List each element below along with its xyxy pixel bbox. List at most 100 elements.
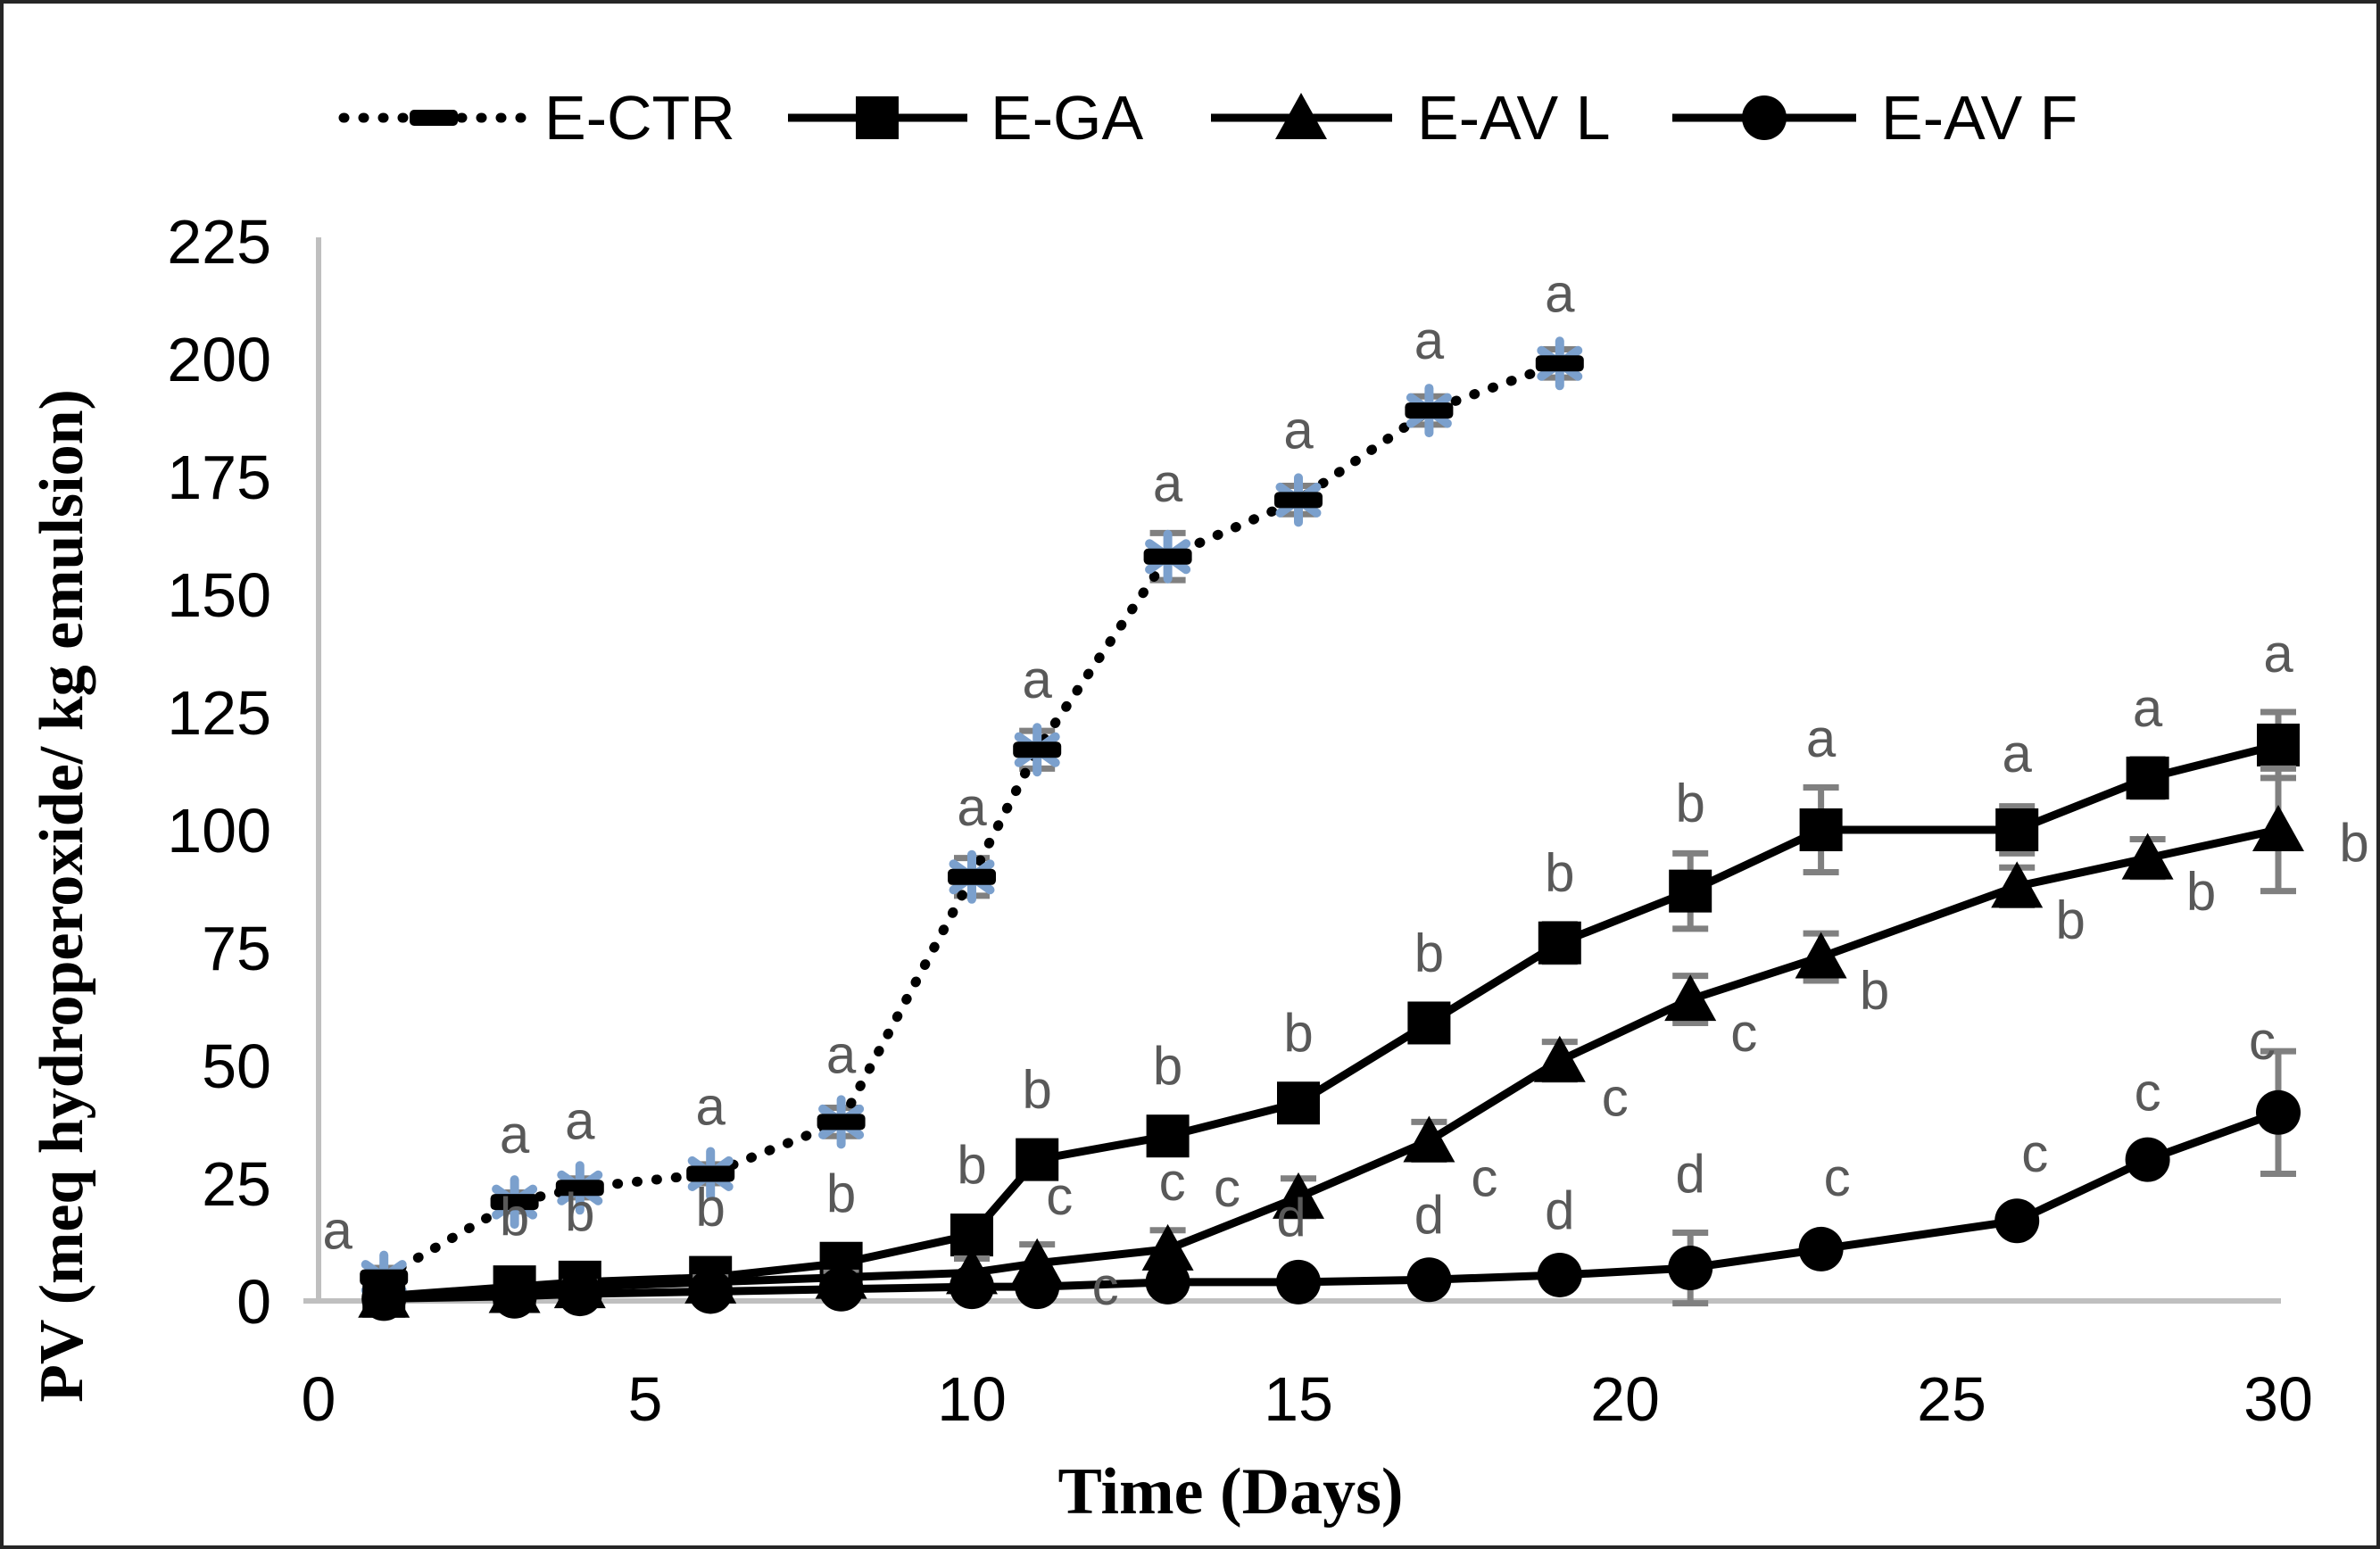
sig-letter: a: [2133, 678, 2163, 738]
legend-item-e-ctr: E-CTR: [338, 83, 735, 153]
sig-letter: a: [957, 777, 987, 837]
y-tick-label: 75: [202, 914, 271, 983]
triangle-marker: [1141, 1223, 1194, 1271]
sig-letter: a: [826, 1024, 857, 1084]
sig-letter: b: [2186, 862, 2216, 922]
x-tick-label: 20: [1590, 1364, 1660, 1434]
dash-marker: [555, 1180, 604, 1197]
y-tick-label: 150: [167, 560, 271, 630]
triangle-marker: [1664, 974, 1717, 1022]
x-tick-label: 25: [1917, 1364, 1986, 1434]
square-marker: [1538, 921, 1581, 965]
legend-item-e-ga: E-GA: [788, 83, 1143, 153]
square-marker: [856, 96, 899, 139]
triangle-marker: [2252, 805, 2304, 851]
triangle-marker: [1795, 932, 1847, 979]
sig-letter: b: [1023, 1060, 1052, 1120]
circle-marker: [1015, 1264, 1060, 1310]
circle-marker: [818, 1266, 864, 1312]
circle-marker: [1798, 1226, 1844, 1272]
triangle-marker: [2121, 832, 2174, 880]
y-tick-label: 100: [167, 796, 271, 866]
y-tick-label: 225: [167, 207, 271, 277]
square-marker: [2257, 723, 2300, 766]
sig-letter: c: [1602, 1068, 1629, 1128]
dash-marker: [1143, 548, 1192, 565]
circle-marker: [2256, 1089, 2301, 1135]
legend-label: E-GA: [991, 83, 1143, 153]
y-tick-label: 200: [167, 325, 271, 394]
sig-letter: c: [1730, 1003, 1757, 1063]
series-line: [384, 1108, 2280, 1303]
sig-letter: a: [2003, 724, 2033, 783]
legend: E-CTR E-GA E-AV L E-AV F: [338, 83, 2077, 153]
sig-letters: c c c c c c b b b b: [1046, 813, 2368, 1226]
sig-letter: a: [1023, 650, 1053, 709]
sig-letter: b: [1545, 843, 1574, 903]
series-line: [383, 741, 2280, 1301]
sig-letter: d: [1414, 1185, 1444, 1245]
sig-letter: b: [1153, 1036, 1182, 1096]
sig-letter: c: [2135, 1063, 2161, 1122]
circle-marker: [1276, 1259, 1321, 1305]
series-e-av-f: cd d dd c ccc: [361, 1011, 2301, 1321]
sig-letter: c: [2249, 1011, 2276, 1071]
sig-letter: c: [2021, 1123, 2048, 1183]
circle-marker: [1145, 1259, 1190, 1305]
sig-letter: d: [1276, 1188, 1306, 1247]
sig-letter: a: [1283, 400, 1314, 460]
sig-letter: b: [696, 1178, 726, 1238]
sig-letter: d: [1676, 1144, 1705, 1204]
square-marker: [1016, 1138, 1059, 1181]
y-axis-title: PV (meq hydroperoxide/ kg emulsion): [28, 389, 96, 1403]
sig-letter: a: [2263, 624, 2293, 683]
square-marker: [1407, 1001, 1451, 1045]
dash-marker: [1274, 492, 1323, 509]
sig-letter: b: [1414, 923, 1444, 982]
triangle-marker: [1275, 93, 1327, 139]
tick-labels: 0 25 50 75 100 125 150 175 200 225 0 5 10 15 20 25 30: [167, 207, 2313, 1434]
x-tick-label: 0: [302, 1364, 336, 1434]
sig-letter: b: [2056, 890, 2086, 949]
dash-marker: [490, 1194, 539, 1211]
circle-marker: [950, 1264, 994, 1310]
circle-marker: [492, 1273, 537, 1319]
sig-letter: a: [1545, 263, 1575, 323]
sig-letter: a: [323, 1201, 353, 1261]
square-marker: [1146, 1114, 1190, 1158]
sig-letter: c: [1471, 1147, 1497, 1207]
dash-marker: [948, 868, 996, 885]
sig-letter: a: [696, 1076, 726, 1136]
y-tick-label: 0: [236, 1267, 271, 1337]
square-marker: [1669, 869, 1712, 913]
pv-line-chart: 0 25 50 75 100 125 150 175 200 225 0 5 10 15 20 25 30 PV …: [28, 83, 2369, 1528]
dash-marker: [817, 1114, 866, 1131]
x-tick-label: 10: [937, 1364, 1007, 1434]
square-marker: [2126, 756, 2169, 799]
legend-item-e-av-f: E-AV F: [1672, 83, 2077, 153]
legend-label: E-AV L: [1417, 83, 1611, 153]
dash-marker: [1405, 402, 1454, 419]
legend-item-e-av-l: E-AV L: [1211, 83, 1611, 153]
sig-letter: a: [565, 1090, 595, 1150]
sig-letter: b: [957, 1135, 986, 1195]
markers: [361, 1089, 2301, 1321]
circle-marker: [1406, 1257, 1452, 1303]
circle-marker: [361, 1276, 407, 1321]
square-marker: [1277, 1081, 1320, 1125]
circle-marker: [2125, 1137, 2170, 1182]
sig-letter: c: [1092, 1256, 1119, 1316]
x-tick-label: 30: [2243, 1364, 2313, 1434]
sig-letter: c: [1046, 1166, 1073, 1226]
sig-letter: a: [1153, 453, 1183, 513]
square-marker: [1995, 808, 2039, 851]
x-tick-label: 5: [628, 1364, 663, 1434]
sig-letter: b: [826, 1164, 856, 1223]
circle-marker: [557, 1272, 602, 1317]
circle-marker: [1994, 1198, 2040, 1244]
triangle-marker: [1991, 861, 2044, 908]
sig-letter: b: [1676, 774, 1705, 833]
